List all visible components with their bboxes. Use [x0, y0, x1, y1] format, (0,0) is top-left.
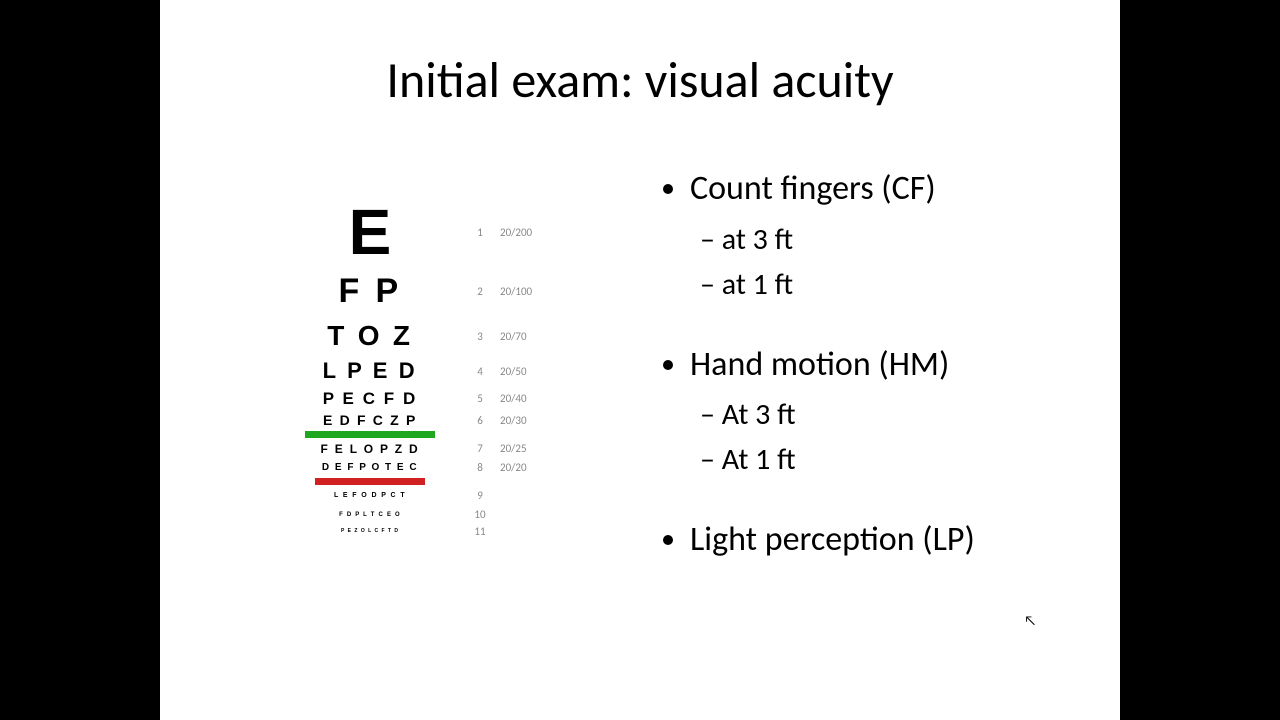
chart-row-number: 2	[460, 285, 500, 298]
sub-bullet-item: at 3 ft	[700, 217, 1090, 262]
chart-row: E120/200	[280, 200, 600, 264]
chart-letters: T O Z	[280, 322, 460, 350]
chart-row-number: 8	[460, 461, 500, 474]
bullet-item: Count fingers (CF)at 3 ftat 1 ft	[690, 165, 1090, 307]
chart-row-number: 1	[460, 226, 500, 239]
chart-row: L P E D420/50	[280, 360, 600, 382]
sub-bullet-item: At 3 ft	[700, 392, 1090, 437]
chart-row-number: 5	[460, 392, 500, 405]
chart-acuity: 20/50	[500, 365, 550, 378]
chart-letters: F E L O P Z D	[280, 443, 460, 455]
snellen-chart: E120/200F P220/100T O Z320/70L P E D420/…	[280, 200, 600, 542]
chart-row-number: 11	[460, 525, 500, 538]
chart-letters: E	[280, 200, 460, 264]
chart-letters: P E Z O L C F T D	[280, 529, 460, 534]
slide: Initial exam: visual acuity E120/200F P2…	[160, 0, 1120, 720]
green-bar	[280, 429, 600, 442]
chart-row: P E Z O L C F T D11	[280, 525, 600, 538]
chart-letters: F P	[280, 274, 460, 308]
bullet-item: Hand motion (HM)At 3 ftAt 1 ft	[690, 341, 1090, 483]
chart-row: F D P L T C E O10	[280, 508, 600, 521]
bullet-item: Light perception (LP)	[690, 516, 1090, 564]
chart-row: D E F P O T E C820/20	[280, 461, 600, 474]
chart-acuity: 20/30	[500, 414, 550, 427]
chart-row: P E C F D520/40	[280, 390, 600, 407]
chart-row-number: 3	[460, 330, 500, 343]
chart-letters: P E C F D	[280, 390, 460, 407]
chart-letters: F D P L T C E O	[280, 512, 460, 518]
chart-row: L E F O D P C T9	[280, 489, 600, 502]
chart-acuity: 20/40	[500, 392, 550, 405]
chart-row-number: 7	[460, 442, 500, 455]
chart-row: T O Z320/70	[280, 322, 600, 350]
chart-row-number: 9	[460, 489, 500, 502]
bullet-content: Count fingers (CF)at 3 ftat 1 ft Hand mot…	[650, 165, 1090, 598]
chart-acuity: 20/25	[500, 442, 550, 455]
slide-title: Initial exam: visual acuity	[160, 50, 1120, 111]
chart-row: F P220/100	[280, 274, 600, 308]
chart-letters: L E F O D P C T	[280, 492, 460, 499]
chart-letters: E D F C Z P	[280, 413, 460, 427]
chart-row-number: 10	[460, 508, 500, 521]
chart-letters: L P E D	[280, 360, 460, 382]
chart-row: E D F C Z P620/30	[280, 413, 600, 427]
chart-letters: D E F P O T E C	[280, 463, 460, 473]
chart-row: F E L O P Z D720/25	[280, 442, 600, 455]
chart-acuity: 20/70	[500, 330, 550, 343]
chart-acuity: 20/200	[500, 226, 550, 239]
sub-bullet-item: At 1 ft	[700, 437, 1090, 482]
chart-row-number: 6	[460, 414, 500, 427]
sub-bullet-item: at 1 ft	[700, 262, 1090, 307]
chart-row-number: 4	[460, 365, 500, 378]
red-bar	[280, 476, 600, 489]
chart-acuity: 20/100	[500, 285, 550, 298]
chart-acuity: 20/20	[500, 461, 550, 474]
